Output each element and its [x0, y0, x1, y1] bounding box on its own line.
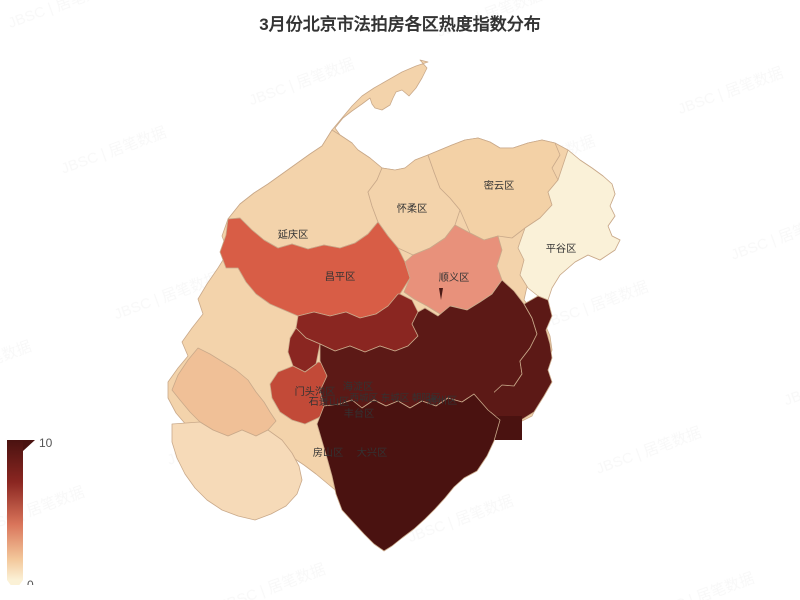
svg-text:通州区: 通州区 [427, 395, 458, 407]
svg-text:怀柔区: 怀柔区 [397, 203, 428, 215]
svg-text:10: 10 [39, 436, 53, 450]
svg-text:大兴区: 大兴区 [357, 446, 388, 459]
svg-text:昌平区: 昌平区 [325, 271, 356, 283]
svg-text:0: 0 [27, 578, 34, 585]
svg-text:顺义区: 顺义区 [439, 272, 470, 284]
svg-text:密云区: 密云区 [484, 179, 515, 192]
svg-text:石景山区: 石景山区 [309, 396, 350, 408]
svg-text:延庆区: 延庆区 [278, 228, 309, 241]
svg-text:房山区: 房山区 [313, 446, 344, 459]
svg-text:平谷区: 平谷区 [546, 243, 577, 255]
svg-text:海淀区: 海淀区 [343, 380, 374, 393]
svg-text:丰台区: 丰台区 [344, 407, 375, 420]
